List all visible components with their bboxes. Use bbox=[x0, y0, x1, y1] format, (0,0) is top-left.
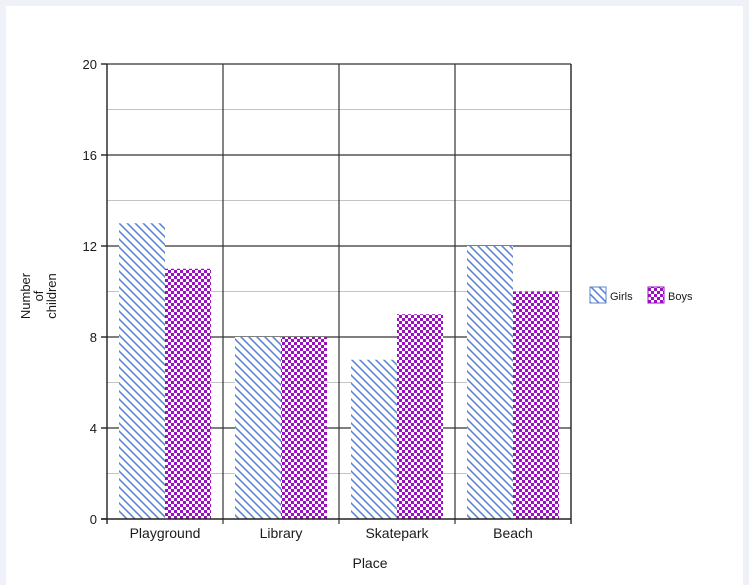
legend-label-girls: Girls bbox=[610, 291, 633, 303]
bar-boys-library bbox=[281, 337, 327, 519]
y-tick-label: 16 bbox=[83, 148, 97, 163]
chart-card: 0 4 8 12 16 20 Playground Library Skatepark Beac… bbox=[6, 6, 743, 585]
legend-swatch-boys bbox=[647, 286, 665, 304]
y-tick-label: 20 bbox=[83, 57, 97, 72]
bar-chart: 0 4 8 12 16 20 Playground Library Skatepark Beac… bbox=[18, 57, 693, 571]
x-tick-labels: Playground Library Skatepark Beach bbox=[130, 525, 533, 541]
y-tick-labels: 0 4 8 12 16 20 bbox=[83, 57, 97, 527]
bars bbox=[119, 223, 559, 519]
x-tick-label: Skatepark bbox=[365, 525, 429, 541]
category-dividers bbox=[222, 64, 456, 524]
legend: Girls Boys bbox=[589, 286, 693, 304]
x-tick-label: Beach bbox=[493, 525, 533, 541]
y-tick-label: 4 bbox=[90, 421, 97, 436]
y-tick-label: 8 bbox=[90, 330, 97, 345]
y-axis-label: Numberofchildren bbox=[18, 272, 59, 319]
legend-swatch-girls bbox=[589, 286, 607, 304]
x-axis-label: Place bbox=[352, 555, 387, 571]
x-tick-label: Library bbox=[260, 525, 303, 541]
legend-label-boys: Boys bbox=[668, 291, 693, 303]
bar-boys-playground bbox=[165, 268, 211, 519]
bar-girls-beach bbox=[467, 246, 513, 519]
x-tick-label: Playground bbox=[130, 525, 201, 541]
y-tick-label: 0 bbox=[90, 512, 97, 527]
y-tick-label: 12 bbox=[83, 239, 97, 254]
y-axis-label-line: Number bbox=[18, 272, 33, 319]
y-axis-label-line: of bbox=[31, 290, 46, 301]
y-axis-label-line: children bbox=[44, 273, 59, 319]
bar-boys-skatepark bbox=[397, 314, 443, 519]
bar-girls-library bbox=[235, 337, 281, 519]
bar-girls-skatepark bbox=[351, 359, 397, 519]
axes bbox=[101, 63, 572, 524]
bar-boys-beach bbox=[513, 291, 559, 519]
bar-girls-playground bbox=[119, 223, 165, 519]
